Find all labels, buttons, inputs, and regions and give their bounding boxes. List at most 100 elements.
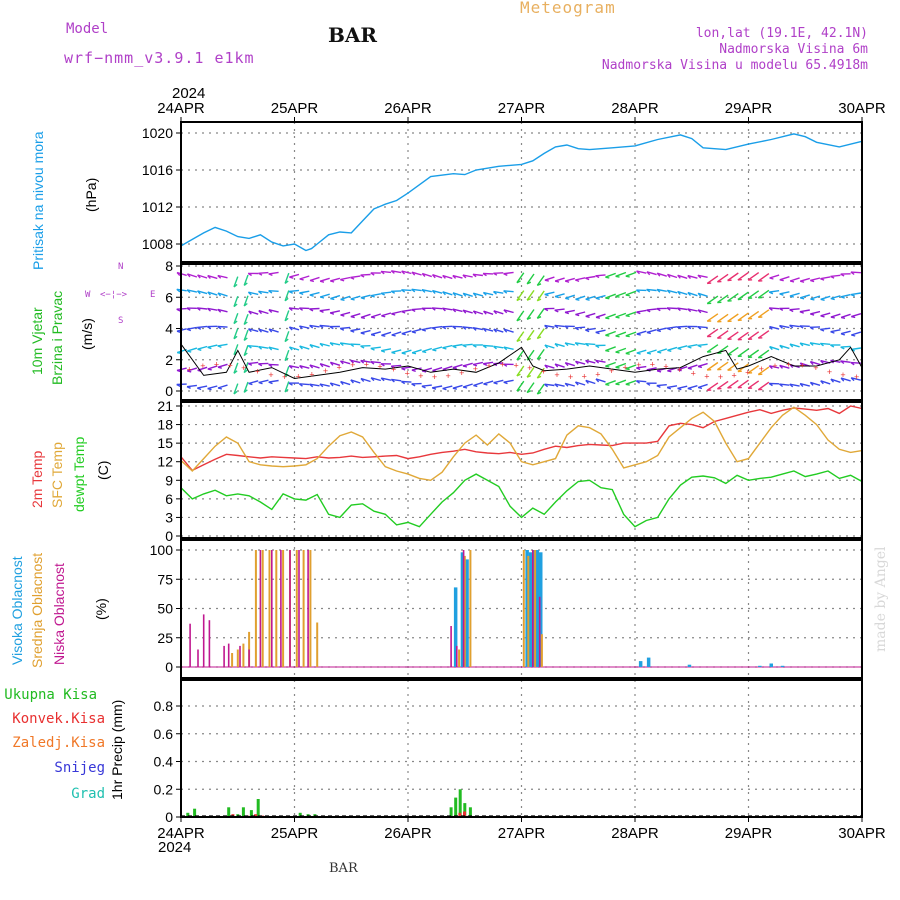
wind-arrow	[850, 347, 862, 351]
wind-arrow-head	[615, 383, 620, 386]
wind-arrow	[697, 383, 708, 389]
y-tick-label: 15	[157, 435, 173, 451]
wind-arrow	[268, 346, 279, 351]
wind-arrow	[370, 313, 382, 318]
wind-arrow	[625, 290, 637, 296]
wind-arrow	[233, 344, 239, 355]
wind-arrow	[595, 329, 606, 333]
wind-arrow-head	[370, 272, 375, 276]
wind-arrow	[483, 380, 494, 385]
wind-arrow	[370, 361, 381, 364]
wind-arrow	[625, 311, 637, 317]
wind-arrow-head	[574, 342, 579, 346]
wind-arrow-head	[329, 325, 334, 330]
wind-arrow-head	[526, 374, 532, 378]
wind-arrow-head	[537, 375, 542, 379]
wind-arrow-head	[850, 377, 855, 382]
wind-arrow-head	[493, 382, 498, 385]
wind-arrow	[526, 289, 535, 301]
y-tick-label: 1008	[142, 236, 173, 252]
wind-arrow-head	[319, 324, 324, 329]
wind-arrow-head	[697, 386, 703, 390]
wind-arrow-head	[537, 316, 542, 319]
wind-arrow	[248, 291, 259, 296]
wind-arrow-head	[809, 342, 814, 346]
y-tick-label: 1016	[142, 162, 173, 178]
low-cloud-bar	[189, 623, 191, 667]
wind-arrow-head	[605, 334, 610, 337]
wind-arrow-head	[768, 307, 773, 311]
wind-arrow	[615, 362, 627, 368]
wind-arrow-head	[243, 302, 248, 307]
wind-arrow	[330, 361, 341, 366]
wind-arrow-head	[564, 342, 569, 347]
wind-arrow	[462, 343, 473, 346]
wind-arrow-head	[625, 315, 630, 318]
wind-arrow-head	[687, 325, 692, 330]
y-tick-label: 4	[165, 321, 173, 337]
wind-arrow	[330, 277, 341, 282]
wind-arrow	[299, 345, 310, 350]
wind-arrow-head	[268, 346, 273, 351]
wind-gust-marker: +	[677, 365, 682, 375]
wind-arrow-head	[482, 363, 488, 366]
wind-arrow	[268, 271, 279, 275]
wind-arrow	[207, 274, 218, 280]
wind-gust-marker: +	[377, 361, 382, 371]
wind-arrow	[309, 291, 320, 296]
wind-arrow-head	[820, 278, 825, 281]
wind-arrow	[350, 275, 361, 279]
wind-arrow	[575, 326, 586, 329]
wind-arrow-head	[820, 360, 824, 364]
wind-arrow-head	[605, 317, 610, 320]
wind-arrow	[677, 385, 688, 390]
model-name: wrf−nmm_v3.9.1 e1km	[64, 49, 255, 67]
high-cloud-bar	[539, 552, 543, 667]
x-tick-label-top: 25APR	[271, 100, 319, 117]
wind-arrow	[820, 342, 831, 345]
wind-arrow-head	[830, 297, 835, 301]
wind-arrow	[503, 271, 514, 275]
wind-arrow	[526, 329, 535, 341]
wind-arrow	[757, 366, 770, 376]
wind-arrow-head	[196, 307, 201, 311]
wind-arrow-head	[186, 289, 191, 294]
wind-arrow	[411, 349, 422, 354]
wind-arrow	[625, 331, 637, 337]
wind-arrow	[340, 311, 351, 316]
wind-gust-marker: +	[718, 372, 723, 382]
wind-arrow	[595, 274, 606, 277]
wind-speed-line	[180, 343, 863, 380]
wind-arrow-head	[309, 344, 314, 349]
wind-arrow	[820, 295, 831, 300]
wind-arrow	[284, 349, 290, 361]
wind-arrow-head	[544, 344, 549, 349]
wind-arrow-head	[207, 307, 211, 312]
high-cloud-bar	[769, 663, 773, 667]
wind-arrow-head	[360, 316, 366, 319]
wind-arrow	[442, 344, 453, 349]
wind-arrow	[636, 309, 647, 313]
wind-arrow-head	[595, 297, 600, 300]
wind-arrow	[299, 290, 310, 294]
wind-arrow-head	[585, 379, 589, 384]
wind-arrow-head	[840, 333, 846, 336]
wind-arrow-head	[605, 276, 610, 279]
y-tick-label: 1020	[142, 125, 173, 141]
wind-arrow-head	[452, 292, 457, 297]
wind-arrow	[243, 344, 249, 356]
wind-arrow-head	[360, 359, 365, 364]
y-tick-label: 2	[165, 352, 173, 368]
wind-arrow	[411, 308, 422, 311]
wind-arrow-head	[380, 377, 385, 382]
wind-arrow-head	[697, 344, 702, 348]
wind-arrow	[687, 385, 698, 390]
wind-arrow-head	[360, 297, 365, 300]
wind-arrow	[391, 378, 402, 382]
wind-arrow	[217, 363, 228, 368]
wind-arrow-head	[391, 334, 396, 337]
wind-arrow	[381, 377, 392, 381]
wind-arrow	[687, 308, 698, 312]
wind-arrow-head	[248, 310, 252, 315]
wind-arrow	[350, 379, 361, 384]
